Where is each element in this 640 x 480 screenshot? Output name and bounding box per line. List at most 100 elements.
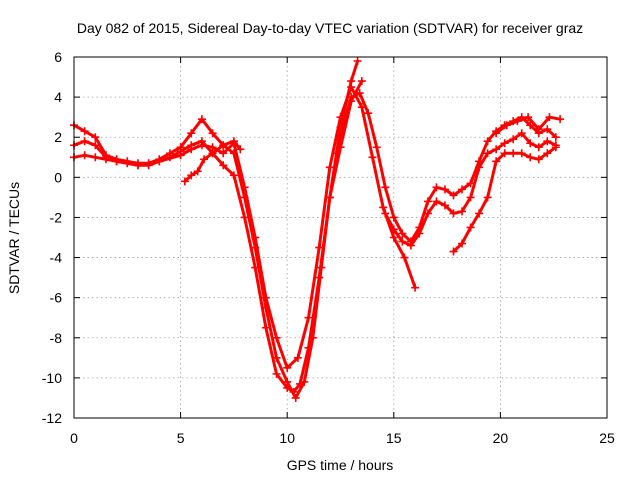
data-point	[187, 129, 196, 138]
data-point	[543, 137, 552, 146]
data-point	[368, 153, 377, 162]
data-point	[509, 149, 518, 158]
data-point	[545, 113, 554, 122]
data-point	[315, 243, 324, 252]
data-point	[283, 363, 292, 372]
data-point	[240, 213, 249, 222]
data-point	[411, 283, 420, 292]
data-point	[483, 137, 492, 146]
y-tick-label: -6	[50, 290, 63, 306]
data-point	[534, 143, 543, 152]
data-point	[492, 145, 501, 154]
series-line	[72, 79, 364, 400]
data-point	[364, 109, 373, 118]
data-point	[534, 125, 543, 134]
data-point	[240, 183, 249, 192]
data-point	[180, 177, 189, 186]
data-point	[197, 115, 206, 124]
y-tick-label: 0	[54, 169, 62, 185]
data-point	[458, 185, 467, 194]
data-point	[509, 135, 518, 144]
data-point	[347, 93, 356, 102]
data-point	[379, 203, 388, 212]
data-point	[353, 57, 362, 66]
data-point	[389, 213, 398, 222]
data-point	[400, 253, 409, 262]
data-point	[513, 117, 522, 126]
data-point	[389, 225, 398, 234]
y-tick-label: 4	[54, 89, 62, 105]
satellite-track-5	[332, 89, 560, 246]
data-point	[208, 149, 217, 158]
data-point	[466, 223, 475, 232]
data-point	[317, 263, 326, 272]
data-point	[534, 155, 543, 164]
data-point	[197, 141, 206, 150]
data-point	[406, 241, 415, 250]
data-point	[449, 209, 458, 218]
x-tick-label: 10	[279, 430, 295, 446]
data-point	[517, 149, 526, 158]
data-point	[80, 137, 89, 146]
data-point	[283, 377, 292, 386]
y-axis-title: SDTVAR / TECUs	[6, 182, 22, 294]
data-point	[440, 185, 449, 194]
data-point	[524, 113, 533, 122]
data-point	[475, 163, 484, 172]
data-point	[458, 239, 467, 248]
data-point	[381, 183, 390, 192]
y-tick-label: -8	[50, 330, 63, 346]
data-point	[304, 313, 313, 322]
data-point	[229, 137, 238, 146]
data-point	[543, 125, 552, 134]
data-point	[80, 127, 89, 136]
satellite-track-4	[180, 137, 245, 186]
data-point	[432, 197, 441, 206]
x-tick-label: 25	[599, 430, 615, 446]
satellite-track-1	[70, 57, 362, 396]
data-point	[449, 247, 458, 256]
data-point	[187, 171, 196, 180]
data-point	[458, 207, 467, 216]
data-point	[415, 229, 424, 238]
data-point	[219, 161, 228, 170]
data-point	[155, 157, 164, 166]
data-point	[80, 151, 89, 160]
y-tick-label: 2	[54, 129, 62, 145]
data-point	[449, 191, 458, 200]
data-point	[261, 323, 270, 332]
data-point	[543, 149, 552, 158]
data-point	[551, 143, 560, 152]
satellite-track-3	[70, 83, 420, 372]
data-point	[347, 83, 356, 92]
x-axis-title: GPS time / hours	[287, 457, 394, 473]
data-point	[372, 143, 381, 152]
data-point	[423, 197, 432, 206]
data-point	[432, 183, 441, 192]
data-point	[293, 353, 302, 362]
y-tick-label: -2	[50, 209, 63, 225]
data-point	[556, 115, 565, 124]
data-point	[551, 133, 560, 142]
x-tick-label: 20	[493, 430, 509, 446]
data-point	[251, 233, 260, 242]
data-point	[500, 149, 509, 158]
data-point	[475, 209, 484, 218]
data-point	[325, 163, 334, 172]
data-point	[492, 129, 501, 138]
data-point	[398, 237, 407, 246]
data-point	[336, 113, 345, 122]
data-point	[338, 123, 347, 132]
data-point	[272, 353, 281, 362]
data-point	[91, 141, 100, 150]
data-point	[466, 193, 475, 202]
satellite-track-6	[381, 129, 560, 250]
data-point	[272, 333, 281, 342]
data-point	[229, 171, 238, 180]
series-line	[334, 91, 558, 243]
data-point	[219, 149, 228, 158]
data-point	[176, 151, 185, 160]
satellite-track-7	[449, 143, 560, 256]
data-point	[526, 139, 535, 148]
